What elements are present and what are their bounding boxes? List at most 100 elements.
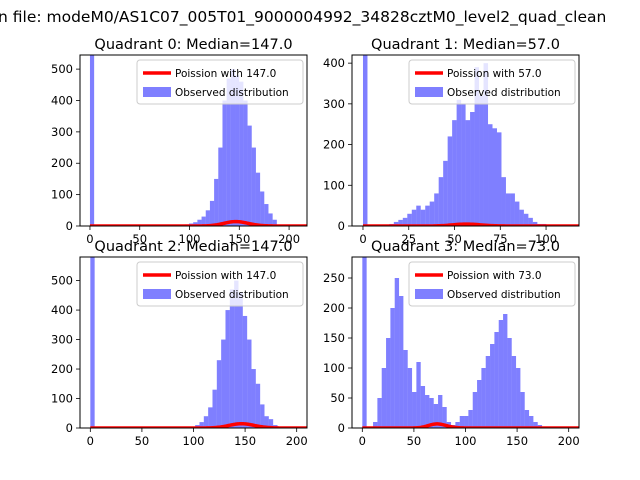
- hist-bar: [479, 95, 484, 226]
- y-tick-label: 300: [51, 333, 73, 347]
- x-tick-label: 25: [401, 232, 416, 246]
- x-tick-label: 100: [183, 434, 205, 448]
- hist-bar: [498, 320, 504, 428]
- x-tick-label: 0: [86, 232, 93, 246]
- hist-bar: [407, 368, 413, 428]
- hist-bar: [459, 416, 465, 428]
- hist-bar: [416, 362, 421, 428]
- hist-bar: [485, 356, 491, 428]
- hist-bar: [242, 315, 248, 428]
- hist-bar: [193, 222, 198, 226]
- legend: Poission with 147.0 Observed distribution: [136, 261, 304, 307]
- y-tick-label: 100: [323, 178, 345, 192]
- y-tick-label: 0: [338, 421, 345, 435]
- hist-bar: [425, 205, 430, 226]
- plot-area: [89, 55, 307, 226]
- hist-bar: [425, 395, 430, 428]
- hist-bar: [433, 404, 439, 428]
- hist-bar: [229, 289, 235, 428]
- hist-bar: [216, 360, 222, 428]
- x-tick-label: 75: [493, 232, 508, 246]
- hist-bar: [528, 217, 533, 226]
- hist-bar: [510, 193, 515, 226]
- hist-bar: [199, 422, 204, 428]
- hist-bar: [505, 193, 511, 226]
- legend-label: Observed distribution: [175, 87, 289, 99]
- hist-bar: [264, 416, 269, 428]
- hist-bar: [456, 99, 462, 226]
- legend-patch-swatch: [143, 289, 171, 299]
- hist-bar: [197, 219, 202, 226]
- hist-bar: [411, 209, 417, 226]
- x-tick-label: 50: [135, 434, 150, 448]
- legend-frame: [408, 59, 576, 105]
- hist-bar: [434, 193, 439, 226]
- hist-bar: [214, 178, 219, 226]
- hist-bar: [438, 395, 443, 428]
- hist-bar: [264, 204, 269, 226]
- subplot-title: Quadrant 2: Median=147.0: [94, 239, 292, 255]
- subplot-0: Quadrant 0: Median=147.0 0 50 100 150 200 0 100…: [51, 37, 308, 246]
- legend-frame: [408, 261, 576, 307]
- legend: Poission with 73.0 Observed distribution: [408, 261, 576, 307]
- hist-bar: [377, 398, 382, 428]
- plot-area: [361, 257, 579, 428]
- x-tick-label: 50: [132, 232, 147, 246]
- y-tick-label: 300: [323, 97, 345, 111]
- hist-bar: [516, 368, 521, 428]
- hist-bar: [524, 410, 530, 428]
- y-tick-label: 400: [323, 56, 345, 70]
- hist-bar: [403, 350, 408, 428]
- y-tick-label: 200: [51, 362, 73, 376]
- x-tick-label: 0: [359, 232, 366, 246]
- x-tick-label: 200: [558, 434, 580, 448]
- plot-area: [362, 55, 579, 226]
- hist-bar: [477, 380, 482, 428]
- hist-bar: [203, 416, 209, 428]
- y-tick-label: 100: [323, 361, 345, 375]
- legend-frame: [136, 59, 304, 105]
- hist-bar: [89, 55, 95, 226]
- hist-bar: [529, 416, 534, 428]
- y-tick-label: 150: [323, 331, 345, 345]
- hist-bar: [268, 213, 273, 226]
- hist-bar: [481, 368, 486, 428]
- hist-bar: [390, 308, 395, 428]
- subplot-title: Quadrant 0: Median=147.0: [94, 37, 292, 53]
- hist-bar: [412, 392, 417, 428]
- hist-bar: [255, 172, 261, 226]
- hist-bar: [399, 296, 404, 428]
- hist-bar: [438, 177, 444, 226]
- hist-bar: [494, 332, 499, 428]
- hist-bar: [429, 398, 434, 428]
- hist-bar: [402, 217, 408, 226]
- hist-bar: [407, 213, 412, 226]
- hist-bar: [272, 219, 277, 226]
- y-tick-label: 0: [338, 219, 345, 233]
- x-tick-label: 150: [234, 434, 256, 448]
- x-tick-label: 100: [179, 232, 201, 246]
- hist-bar: [533, 422, 538, 428]
- hist-bar: [532, 221, 538, 226]
- hist-bar: [474, 67, 480, 226]
- x-tick-label: 50: [407, 434, 422, 448]
- subplot-3: Quadrant 3: Median=73.0 0 50 100 150 200 0 50 10…: [323, 239, 580, 448]
- hist-bar: [470, 112, 475, 226]
- y-tick-label: 400: [51, 303, 73, 317]
- hist-bar: [461, 103, 466, 226]
- x-tick-label: 200: [278, 232, 300, 246]
- y-tick-label: 50: [330, 391, 345, 405]
- legend-label: Observed distribution: [447, 87, 561, 99]
- legend: Poission with 57.0 Observed distribution: [408, 59, 576, 105]
- hist-bar: [362, 257, 367, 428]
- axes-frame: [79, 54, 308, 227]
- hist-bar: [251, 147, 256, 226]
- x-tick-label: 100: [535, 232, 557, 246]
- hist-bar: [523, 213, 529, 226]
- y-tick-label: 300: [51, 125, 73, 139]
- x-tick-label: 150: [228, 232, 250, 246]
- hist-bar: [251, 369, 256, 428]
- hist-bar: [394, 278, 400, 428]
- y-tick-label: 0: [66, 421, 73, 435]
- x-tick-label: 150: [506, 434, 528, 448]
